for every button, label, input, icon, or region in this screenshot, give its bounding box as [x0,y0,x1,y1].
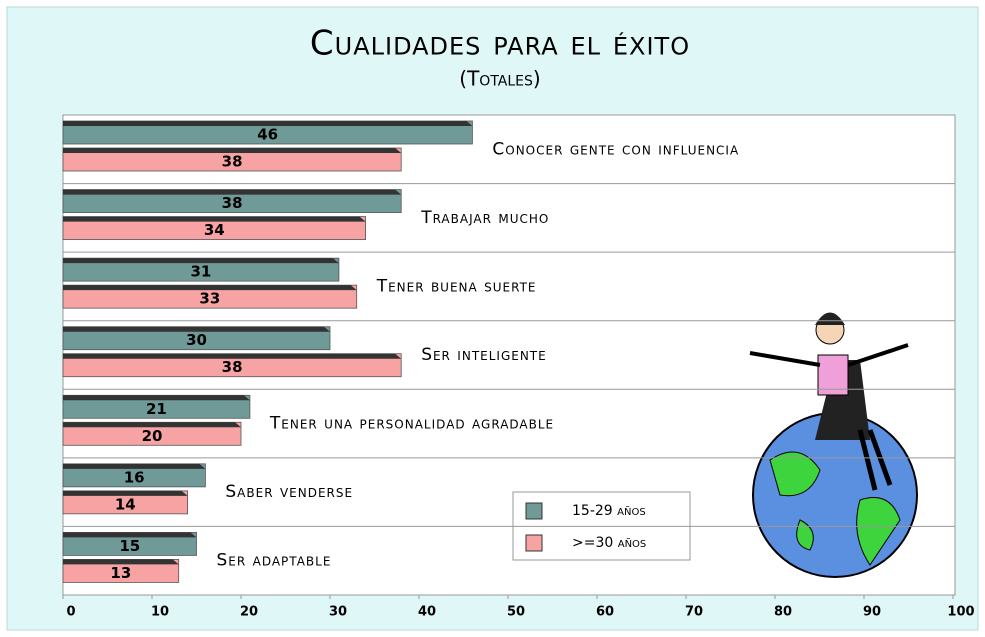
x-tick-label: 50 [507,605,525,620]
bar-bevel [63,559,179,565]
legend-label: >=30 años [572,535,646,551]
chart-subtitle: (Totales) [459,67,540,91]
category-label: Ser adaptable [217,551,332,571]
value-label: 31 [191,263,212,281]
x-tick-label: 80 [774,605,792,620]
value-label: 46 [257,126,278,144]
category-label: Tener una personalidad agradable [269,414,554,434]
category-label: Trabajar mucho [420,208,549,228]
value-label: 33 [199,290,220,308]
x-tick-label: 20 [240,605,258,620]
x-tick-label: 40 [418,605,436,620]
category-label: Saber venderse [225,482,353,502]
x-tick-label: 0 [66,605,75,620]
value-label: 21 [146,400,167,418]
value-label: 20 [142,427,163,445]
value-label: 16 [124,468,145,486]
bar-bevel [63,148,402,153]
category-label: Conocer gente con influencia [492,139,739,159]
value-label: 38 [222,358,243,376]
bar-bevel [63,285,357,291]
value-label: 14 [115,495,136,513]
bar-bevel [63,353,402,359]
legend-swatch [525,502,543,520]
bar-bevel [63,121,473,126]
bar-bevel [63,490,188,496]
x-tick-label: 60 [596,605,614,620]
value-label: 30 [186,331,207,349]
x-tick-label: 70 [685,605,703,620]
bar-bevel [63,532,197,538]
value-label: 38 [222,194,243,212]
bar-bevel [63,189,402,195]
bar-bevel [63,258,339,264]
category-label: Tener buena suerte [376,276,537,296]
legend-swatch [525,534,543,552]
bar-bevel [63,326,330,332]
x-tick-label: 30 [329,605,347,620]
legend-label: 15-29 años [572,503,646,519]
chart-title: Cualidades para el éxito [310,24,690,64]
x-tick-label: 100 [947,605,974,620]
value-label: 38 [222,153,243,171]
bar-bevel [63,395,250,401]
value-label: 13 [110,564,131,582]
illustration [749,312,918,578]
bar-bevel [63,463,206,469]
category-label: Ser inteligente [421,345,547,365]
bar-bevel [63,216,366,222]
x-tick-label: 10 [151,605,169,620]
value-label: 34 [204,221,225,239]
bar-bevel [63,422,241,428]
x-tick-label: 90 [863,605,881,620]
value-label: 15 [119,537,140,555]
